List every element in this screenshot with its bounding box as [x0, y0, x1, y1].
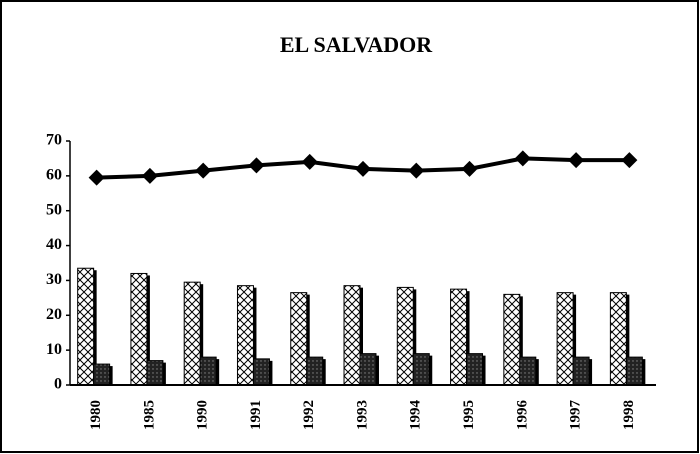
- line-marker: [88, 169, 105, 186]
- line-marker: [621, 152, 638, 169]
- bar: [146, 360, 164, 386]
- bar: [130, 272, 148, 386]
- bar: [290, 292, 308, 386]
- y-tick-label: 0: [54, 376, 62, 393]
- y-tick-label: 50: [46, 201, 62, 218]
- line-marker: [355, 160, 371, 177]
- bar: [343, 285, 361, 386]
- line-marker: [514, 150, 531, 167]
- line-marker: [301, 153, 318, 170]
- x-tick-label: 1985: [141, 400, 157, 430]
- bar: [396, 286, 414, 386]
- x-tick-label: 1990: [195, 400, 211, 430]
- bar: [77, 267, 95, 386]
- y-tick-label: 40: [46, 236, 62, 253]
- y-tick-label: 30: [46, 271, 62, 288]
- line-marker: [408, 162, 425, 179]
- x-tick-label: 1993: [354, 400, 370, 430]
- x-tick-label: 1991: [248, 400, 264, 430]
- bar: [199, 356, 217, 386]
- line-marker: [195, 162, 212, 179]
- x-tick-label: 1996: [514, 400, 530, 431]
- bar: [236, 285, 254, 386]
- y-tick-label: 10: [46, 341, 62, 358]
- bar: [503, 293, 521, 386]
- x-tick-label: 1994: [408, 400, 424, 431]
- chart-title: EL SALVADOR: [280, 32, 433, 57]
- y-tick-label: 60: [46, 167, 62, 184]
- bar: [306, 356, 324, 386]
- line-marker: [568, 152, 585, 169]
- bar: [466, 353, 484, 386]
- line-marker: [141, 167, 158, 184]
- bar: [183, 281, 201, 386]
- x-tick-label: 1992: [301, 400, 317, 430]
- y-tick-label: 70: [46, 132, 62, 149]
- bar: [609, 292, 627, 386]
- bar: [450, 288, 468, 386]
- x-tick-label: 1995: [461, 400, 477, 430]
- x-tick-label: 1998: [621, 400, 637, 430]
- bar: [519, 356, 537, 386]
- bar: [93, 363, 111, 386]
- bar: [625, 356, 643, 386]
- bar: [359, 353, 377, 386]
- bar: [412, 353, 430, 386]
- x-tick-label: 1997: [568, 400, 584, 431]
- x-tick-label: 1980: [88, 400, 104, 430]
- line-marker: [248, 157, 265, 174]
- bar: [556, 292, 574, 386]
- y-tick-label: 20: [46, 306, 62, 323]
- line-marker: [461, 160, 478, 177]
- bar: [572, 356, 590, 386]
- bar: [252, 358, 270, 386]
